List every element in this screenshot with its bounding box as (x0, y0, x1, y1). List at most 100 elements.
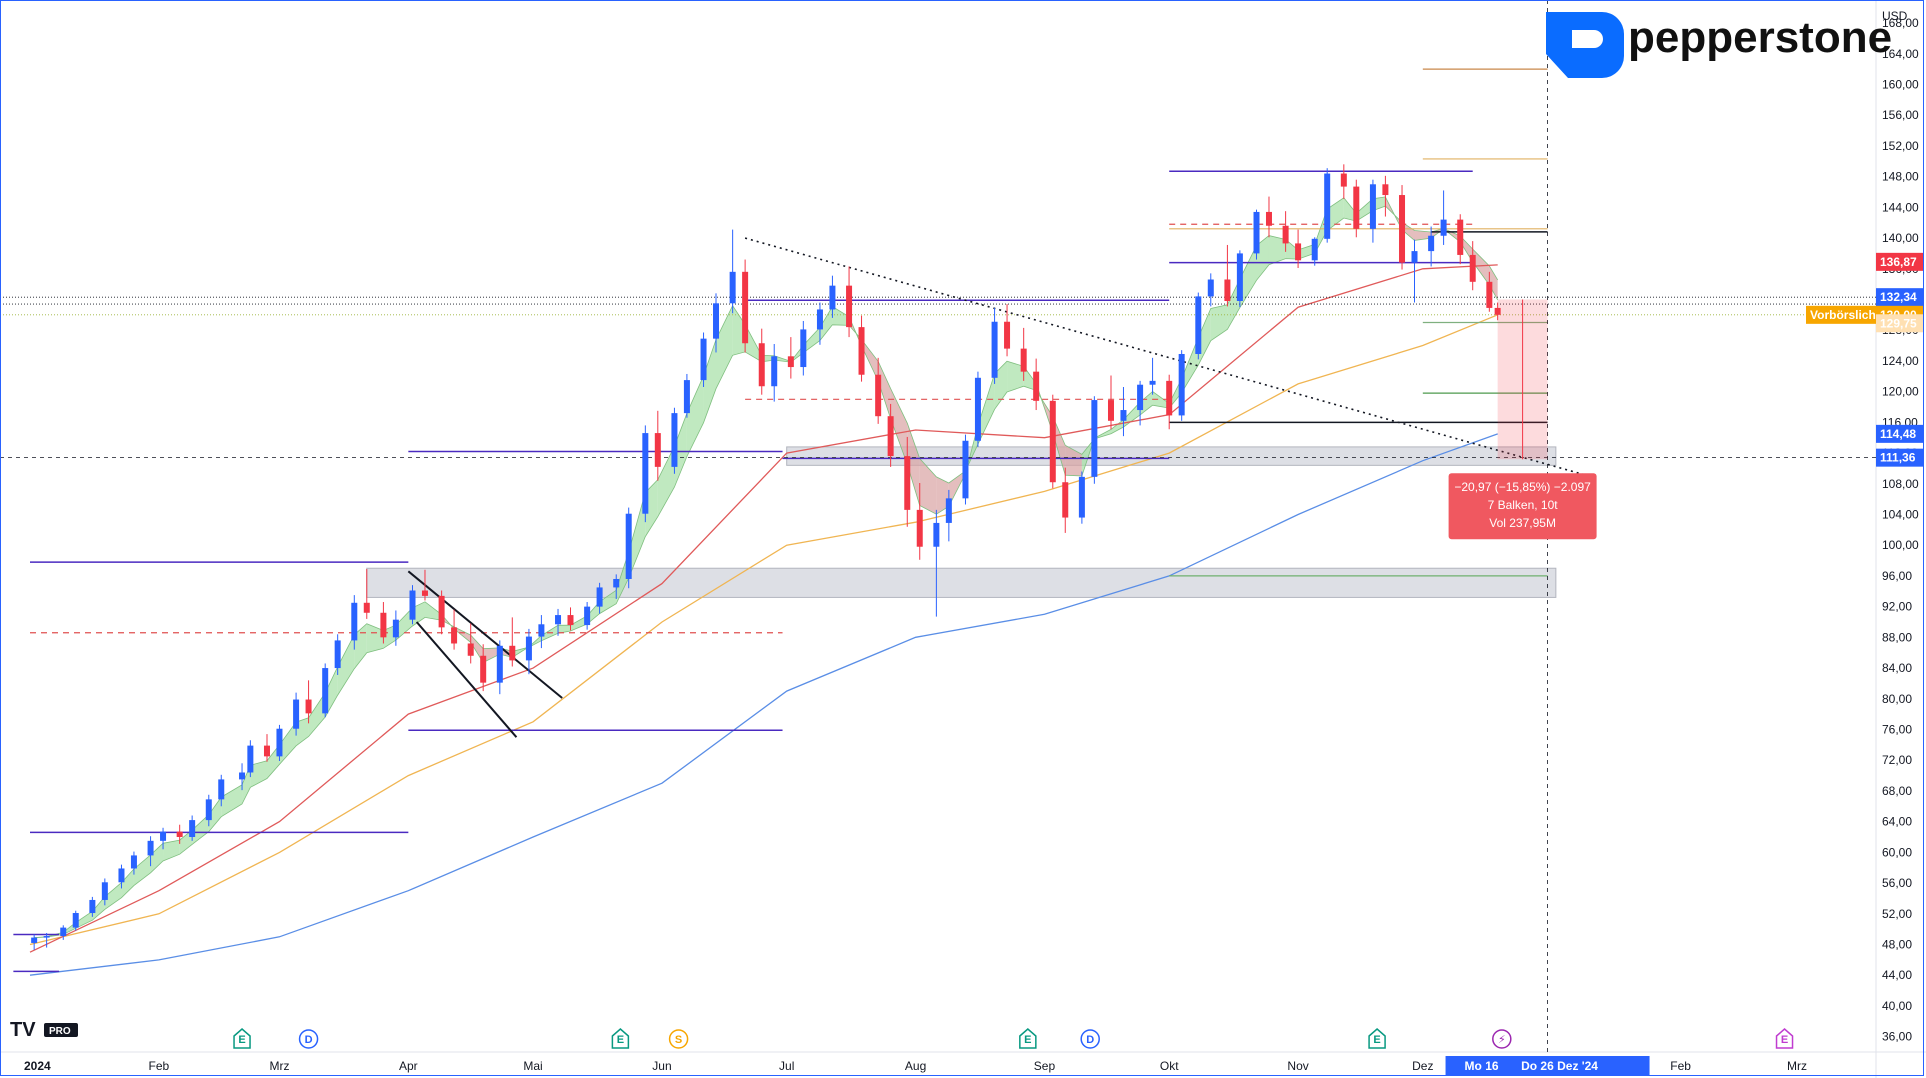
candle (60, 925, 67, 940)
candle (409, 585, 416, 625)
event-marker[interactable]: E (1019, 1028, 1037, 1049)
y-tick-label: 156,00 (1882, 108, 1919, 122)
y-tick-label: 56,00 (1882, 876, 1912, 890)
ema-ribbon-segment (221, 784, 243, 817)
ema-ribbon-segment (977, 373, 995, 445)
candle (625, 507, 632, 589)
candle (1120, 387, 1127, 437)
event-marker[interactable]: ⚡ (1492, 1029, 1512, 1049)
currency-label[interactable]: USD (1882, 9, 1908, 23)
candle-body (1369, 184, 1376, 229)
candle (263, 734, 270, 762)
candle-body (771, 356, 778, 387)
ema-ribbon-segment (645, 479, 658, 537)
event-marker[interactable]: D (298, 1029, 319, 1049)
candle-body (43, 936, 50, 938)
moving-average-line (29, 314, 1498, 946)
ema-ribbon-segment (599, 590, 617, 614)
ema-ribbon-segment (470, 635, 484, 663)
candle-body (89, 899, 96, 914)
candle-body (800, 329, 807, 368)
y-tick-label: 120,00 (1882, 385, 1919, 399)
candle (800, 320, 807, 376)
candle (334, 634, 341, 675)
ema-ribbon-segment (703, 339, 717, 423)
ema-ribbon-segment (383, 625, 396, 649)
candle-body (421, 590, 428, 596)
svg-text:TV: TV (10, 1019, 36, 1041)
candle (247, 740, 254, 778)
candle-body (1469, 254, 1476, 282)
y-tick-label: 168,00 (1882, 16, 1919, 30)
ema-ribbon-segment (616, 552, 629, 604)
moving-average-line (29, 264, 1498, 953)
premarket-badge (1806, 305, 1876, 324)
price-badge (1876, 314, 1924, 333)
y-tick-label: 64,00 (1882, 815, 1912, 829)
ribbon-slow-line (34, 205, 1499, 938)
price-badge-label: 114,48 (1880, 427, 1916, 441)
candle-body (305, 699, 312, 714)
y-tick-label: 164,00 (1882, 47, 1919, 61)
candle (683, 373, 690, 418)
candle (293, 692, 300, 736)
x-tick-label: Jun (652, 1059, 671, 1073)
ema-ribbon-segment (1489, 265, 1498, 300)
candle (305, 680, 312, 724)
ema-ribbon-segment (1052, 416, 1066, 476)
candle-body (1236, 253, 1243, 302)
event-marker[interactable]: E (233, 1028, 251, 1049)
candle (1324, 168, 1331, 243)
candle-body (1282, 225, 1289, 244)
candle-body (1440, 219, 1447, 236)
candle-body (322, 668, 329, 714)
candle (1399, 185, 1406, 270)
candle-body (1324, 173, 1331, 239)
candle (205, 794, 212, 827)
event-marker[interactable]: E (1368, 1028, 1386, 1049)
y-tick-label: 100,00 (1882, 538, 1919, 552)
candle-body (1311, 238, 1318, 261)
candle-body (875, 374, 882, 417)
candle-body (392, 619, 399, 638)
ema-ribbon-segment (104, 882, 122, 910)
ema-ribbon-segment (819, 306, 833, 341)
x-tick-label: Dez (1412, 1059, 1433, 1073)
ema-ribbon-segment (424, 601, 442, 621)
candle-body (683, 380, 690, 414)
ema-ribbon-segment (570, 615, 588, 631)
measure-label-text: 7 Balken, 10t (1488, 498, 1559, 512)
candle (451, 609, 458, 650)
candle (1020, 327, 1027, 381)
candle (160, 827, 167, 850)
candle (1049, 394, 1056, 489)
candle-body (1078, 476, 1085, 518)
ema-ribbon-segment (354, 623, 367, 669)
candle-body (509, 645, 516, 661)
x-tick-label: Aug (905, 1059, 926, 1073)
candle (89, 896, 96, 917)
event-icon (1492, 1029, 1512, 1049)
candle (1486, 271, 1493, 312)
candle-body (1033, 371, 1040, 401)
x-tick-label: Mrz (269, 1059, 289, 1073)
price-badge-label: 136,87 (1880, 255, 1917, 269)
svg-text:PRO: PRO (49, 1026, 71, 1037)
candle (1091, 396, 1098, 484)
event-marker[interactable]: D (1080, 1029, 1100, 1049)
event-label: E (1373, 1034, 1380, 1046)
event-marker[interactable]: E (611, 1028, 630, 1049)
candle (771, 344, 778, 402)
ema-ribbon-segment (483, 647, 500, 663)
candle-body (1428, 235, 1435, 252)
x-tick-label: Mai (523, 1059, 542, 1073)
tv-pro-badge: TV PRO (10, 1019, 78, 1041)
candle (1382, 175, 1389, 217)
event-label: D (1086, 1034, 1094, 1046)
candle (671, 407, 678, 474)
candle-body (1149, 380, 1156, 385)
event-marker[interactable]: E (1775, 1028, 1794, 1049)
candle (991, 307, 998, 384)
event-marker[interactable]: S (668, 1029, 689, 1049)
